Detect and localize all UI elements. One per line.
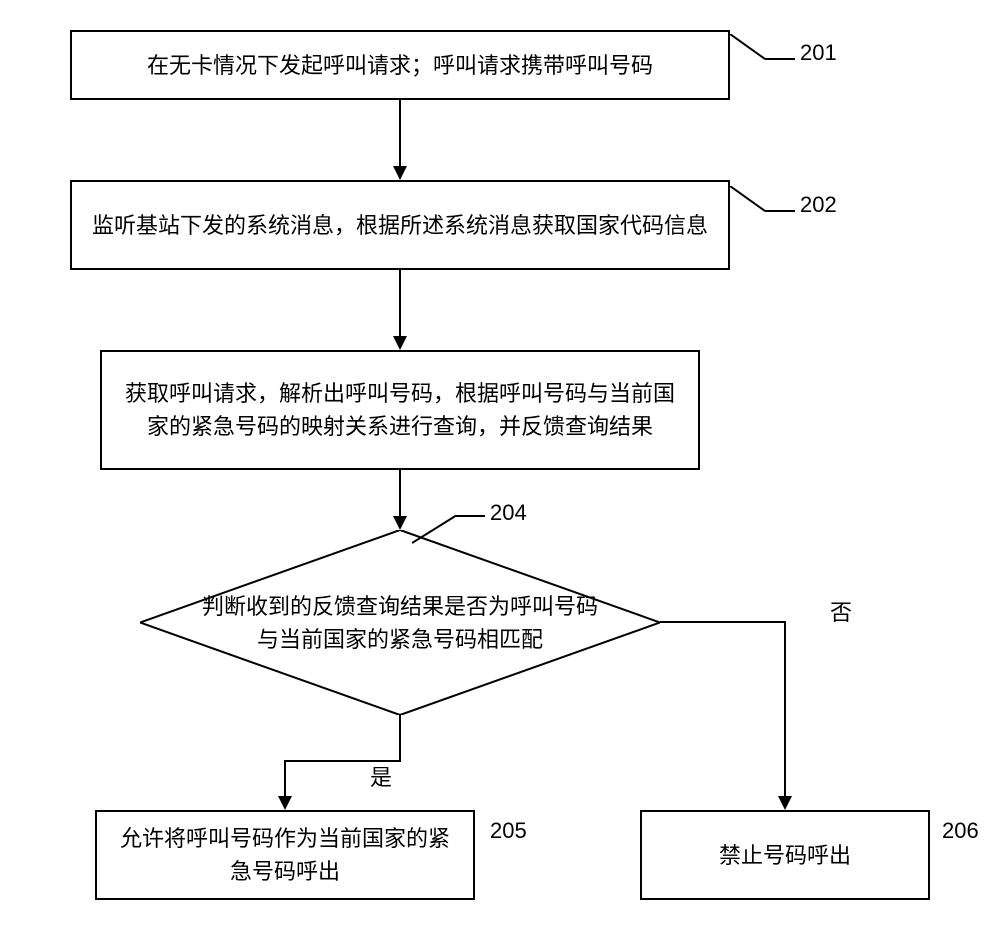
step-205-box: 允许将呼叫号码作为当前国家的紧急号码呼出: [95, 810, 475, 900]
arrow-204-205-head: [278, 796, 292, 810]
arrow-204-206-v: [784, 621, 786, 798]
leader-204-h: [455, 515, 485, 517]
leader-201-h: [765, 58, 795, 60]
step-203-box: 获取呼叫请求，解析出呼叫号码，根据呼叫号码与当前国家的紧急号码的映射关系进行查询…: [100, 350, 700, 470]
arrow-204-206-head: [778, 796, 792, 810]
step-206-box: 禁止号码呼出: [640, 810, 930, 900]
step-203-text: 获取呼叫请求，解析出呼叫号码，根据呼叫号码与当前国家的紧急号码的映射关系进行查询…: [122, 377, 678, 443]
leader-201-diag: [730, 34, 770, 69]
step-205-label: 205: [490, 818, 527, 844]
arrow-204-206-h: [660, 621, 785, 623]
decision-204-text: 判断收到的反馈查询结果是否为呼叫号码与当前国家的紧急号码相匹配: [140, 530, 660, 715]
arrow-204-205-h: [284, 760, 401, 762]
leader-202-h: [765, 210, 795, 212]
arrow-203-204-head: [393, 516, 407, 530]
arrow-204-205-v2: [284, 760, 286, 798]
no-label: 否: [830, 595, 852, 627]
arrow-202-203-head: [393, 336, 407, 350]
step-201-box: 在无卡情况下发起呼叫请求；呼叫请求携带呼叫号码: [70, 30, 730, 100]
step-206-text: 禁止号码呼出: [719, 839, 851, 872]
arrow-201-202-head: [393, 166, 407, 180]
leader-202-diag: [730, 186, 770, 221]
decision-204-container: 判断收到的反馈查询结果是否为呼叫号码与当前国家的紧急号码相匹配: [140, 530, 660, 715]
step-201-label: 201: [800, 40, 837, 66]
leader-204-diag: [412, 515, 462, 550]
step-202-text: 监听基站下发的系统消息，根据所述系统消息获取国家代码信息: [92, 209, 708, 242]
step-202-box: 监听基站下发的系统消息，根据所述系统消息获取国家代码信息: [70, 180, 730, 270]
step-201-text: 在无卡情况下发起呼叫请求；呼叫请求携带呼叫号码: [147, 49, 653, 82]
step-202-label: 202: [800, 192, 837, 218]
decision-204-label: 204: [490, 500, 527, 526]
arrow-203-204-line: [399, 470, 401, 518]
yes-label: 是: [370, 760, 392, 792]
step-206-label: 206: [942, 818, 979, 844]
arrow-204-205-v1: [399, 715, 401, 760]
step-205-text: 允许将呼叫号码作为当前国家的紧急号码呼出: [117, 822, 453, 888]
arrow-202-203-line: [399, 270, 401, 338]
arrow-201-202-line: [399, 100, 401, 168]
